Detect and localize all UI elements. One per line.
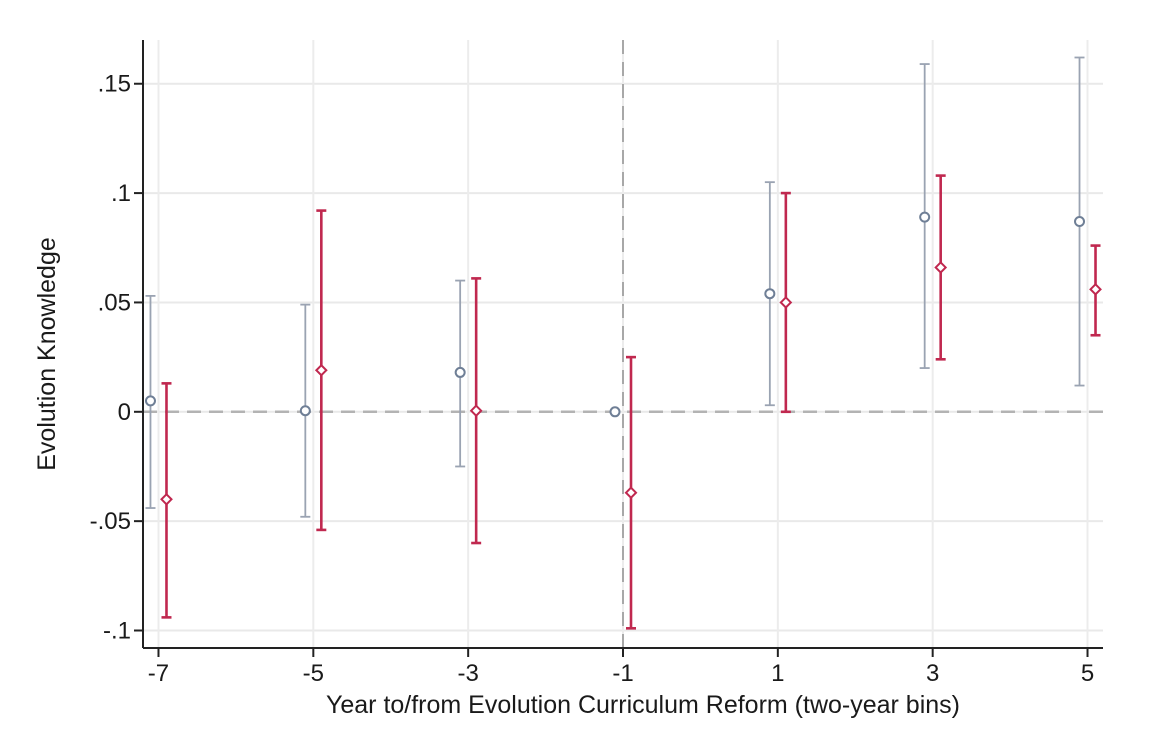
x-tick-label: -3 [457, 660, 478, 687]
point-marker-circle [1074, 216, 1086, 228]
x-tick-label: 5 [1081, 660, 1094, 687]
y-tick-label: .1 [111, 180, 131, 207]
x-tick-label: -1 [612, 660, 633, 687]
point-marker-diamond [779, 296, 793, 309]
y-tick-label: .15 [98, 71, 131, 98]
point-marker-diamond [314, 363, 328, 377]
tick-layer: -.1 -.05 0 .05 .1 .15 -7 -5 -3 -1 1 3 5 [90, 71, 1095, 687]
point-marker-circle [454, 366, 466, 378]
point-marker-circle [299, 405, 311, 417]
point-marker-circle [144, 395, 156, 407]
series-diamond [160, 174, 1102, 630]
y-tick-label: .05 [98, 289, 131, 316]
point-marker-circle [764, 288, 776, 300]
series-circle [144, 56, 1086, 518]
point-marker-diamond [624, 486, 638, 500]
x-axis-title: Year to/from Evolution Curriculum Reform… [326, 691, 960, 719]
point-marker-diamond [160, 492, 173, 506]
x-tick-label: -7 [148, 660, 169, 687]
point-marker-diamond [1089, 282, 1102, 296]
point-marker-diamond [934, 261, 948, 274]
point-marker-circle [609, 406, 621, 418]
y-tick-label: 0 [118, 399, 131, 426]
x-tick-label: 3 [926, 660, 939, 687]
series-layer [144, 56, 1102, 630]
y-tick-label: -.05 [90, 508, 131, 535]
x-tick-label: 1 [771, 660, 784, 687]
y-axis-title: Evolution Knowledge [33, 237, 61, 471]
point-marker-diamond [469, 404, 483, 418]
point-marker-circle [919, 211, 931, 223]
y-tick-label: -.1 [103, 618, 131, 645]
x-tick-label: -5 [303, 660, 324, 687]
